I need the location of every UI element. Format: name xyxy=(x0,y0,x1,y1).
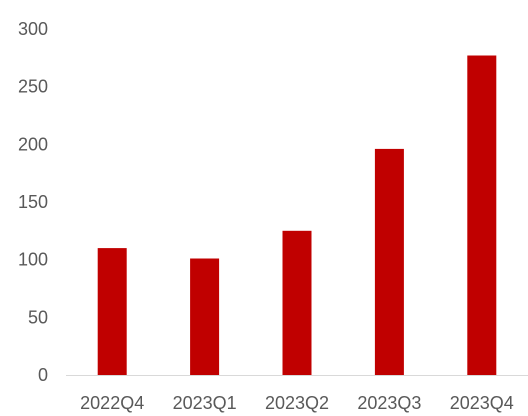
y-tick-label: 250 xyxy=(18,77,48,97)
bar-2023q2 xyxy=(282,230,312,375)
bar-2023q1 xyxy=(190,258,220,375)
y-tick-label: 300 xyxy=(18,19,48,39)
x-tick-label: 2022Q4 xyxy=(80,393,144,413)
y-tick-label: 150 xyxy=(18,192,48,212)
y-tick-label: 0 xyxy=(38,365,48,385)
x-tick-label: 2023Q2 xyxy=(265,393,329,413)
y-tick-label: 100 xyxy=(18,250,48,270)
bar-2023q3 xyxy=(374,148,404,375)
x-axis: 2022Q4 2023Q1 2023Q2 2023Q3 2023Q4 xyxy=(80,393,514,413)
bar-2022q4 xyxy=(97,248,127,375)
bars xyxy=(97,55,497,375)
y-tick-label: 200 xyxy=(18,134,48,154)
x-tick-label: 2023Q1 xyxy=(173,393,237,413)
x-tick-label: 2023Q3 xyxy=(357,393,421,413)
bar-2023q4 xyxy=(467,55,497,375)
y-axis: 0 50 100 150 200 250 300 xyxy=(18,19,48,385)
y-tick-label: 50 xyxy=(28,307,48,327)
x-tick-label: 2023Q4 xyxy=(450,393,514,413)
